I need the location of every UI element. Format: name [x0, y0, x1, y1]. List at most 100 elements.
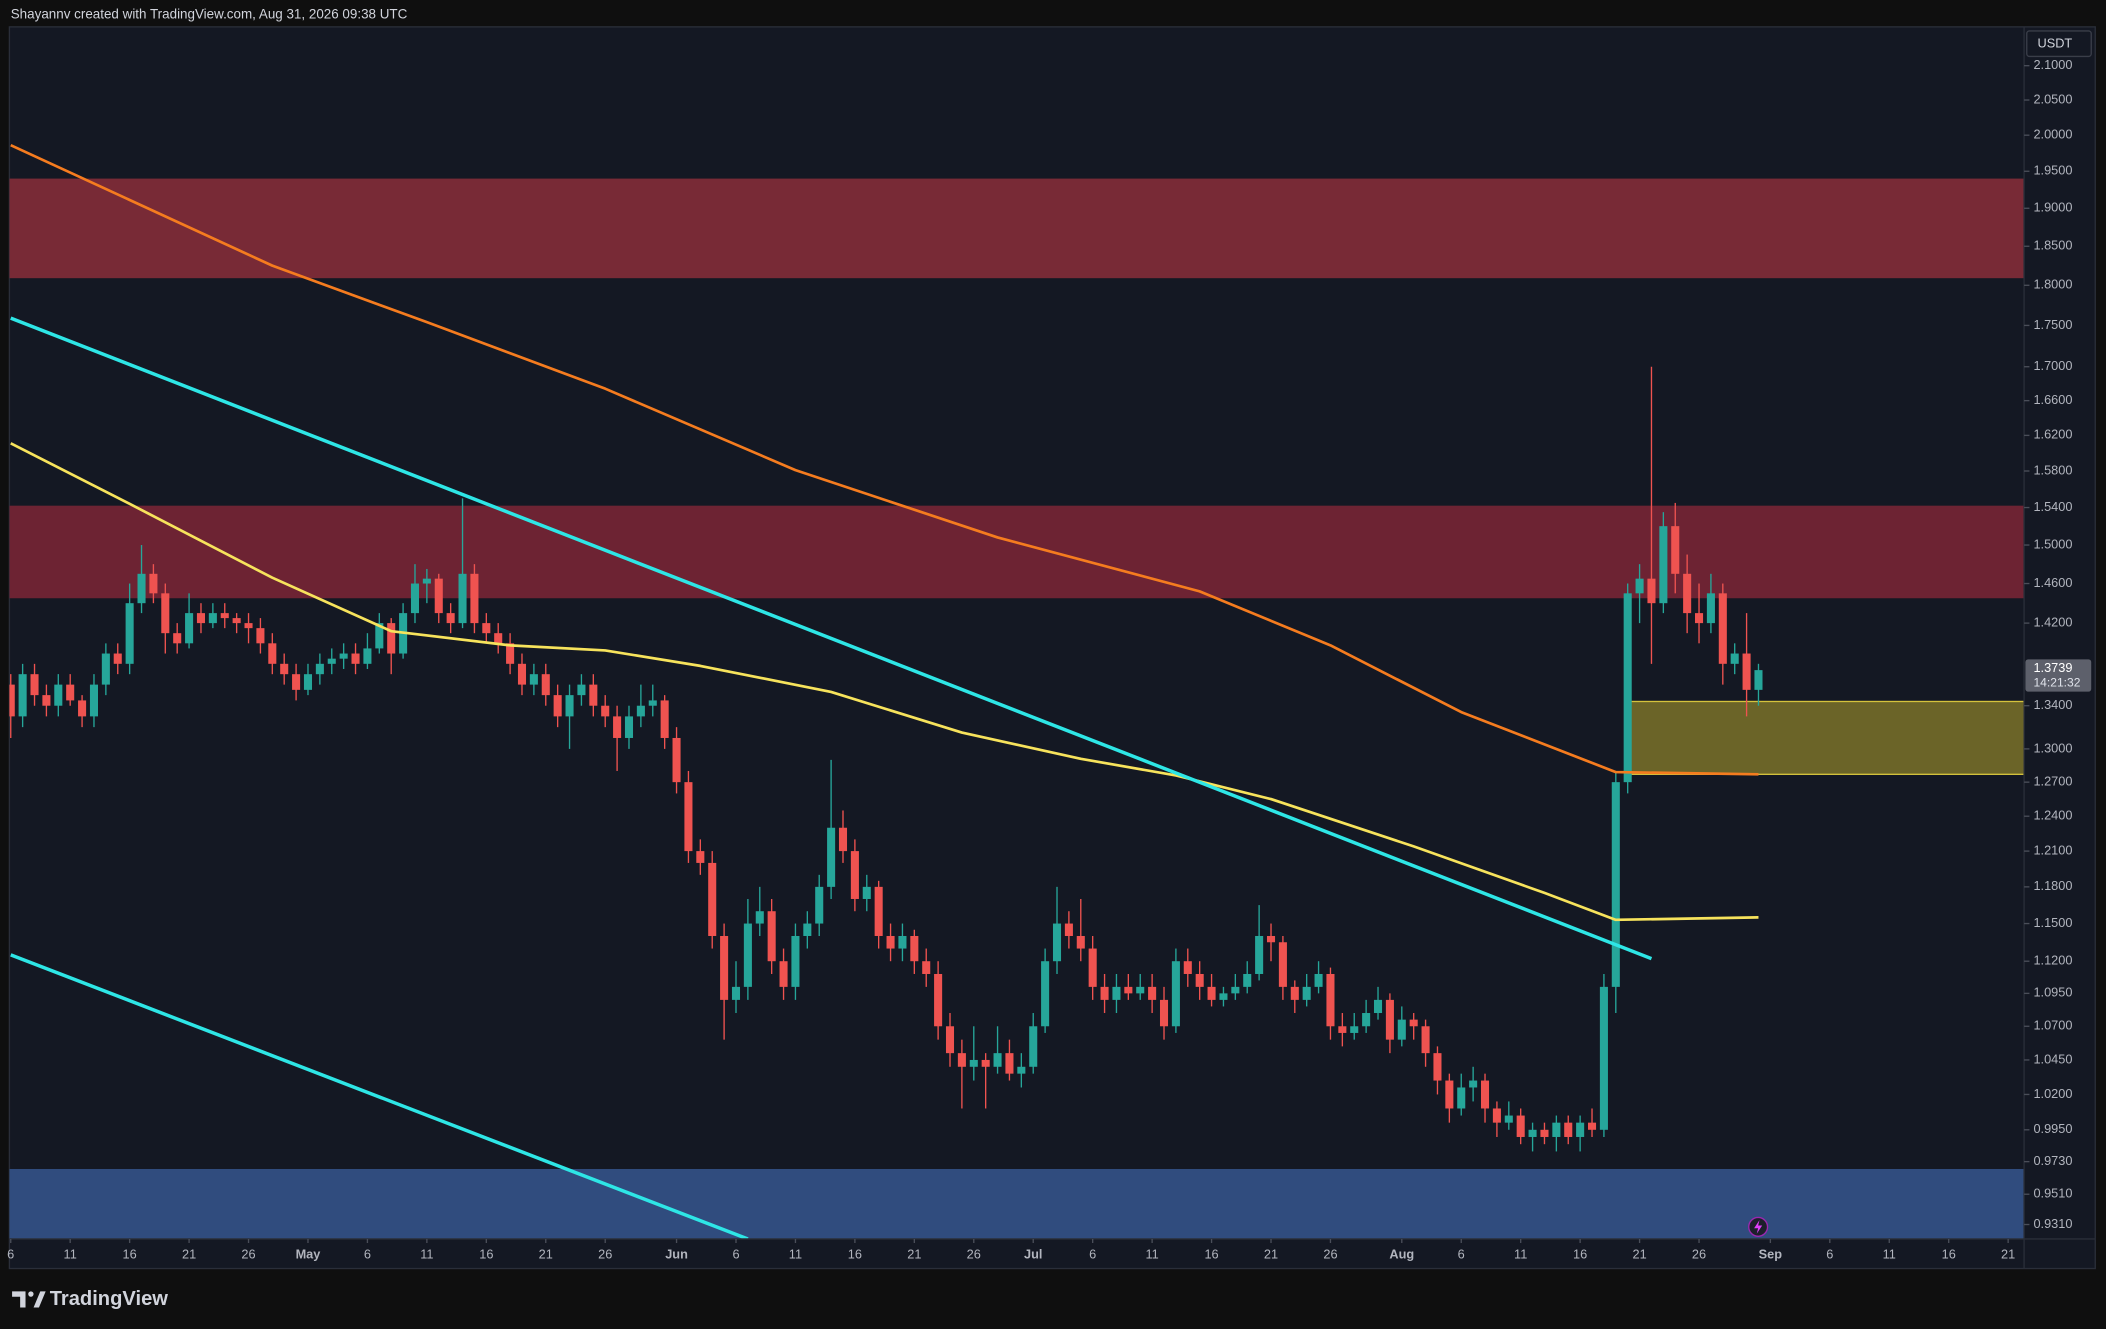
x-tick-label: May [296, 1246, 322, 1261]
candle-body [1195, 973, 1204, 987]
x-tick-label: 6 [1089, 1246, 1096, 1261]
x-tick-label: 16 [479, 1246, 493, 1261]
candle-body [1480, 1080, 1490, 1109]
candle-body [1041, 961, 1050, 1027]
candle-body [1171, 961, 1180, 1027]
candle-body [720, 935, 729, 1000]
candle-body [9, 684, 15, 717]
x-tick-label: 21 [182, 1246, 196, 1261]
candle-body [244, 623, 253, 629]
candle-body [660, 700, 669, 738]
candle-body [1492, 1108, 1501, 1123]
y-tick-label: 1.9000 [2033, 200, 2072, 215]
candle-body [375, 623, 384, 649]
candle-body [945, 1026, 955, 1054]
x-tick-label: 11 [1514, 1246, 1527, 1261]
candle-body [268, 643, 277, 664]
candle-body [1017, 1066, 1026, 1074]
y-tick-label: 1.5000 [2033, 536, 2072, 551]
candle-body [1457, 1087, 1466, 1109]
candle-body [66, 684, 75, 701]
candle-body [137, 573, 146, 604]
candle-body [78, 700, 87, 717]
candle-body [1350, 1026, 1359, 1033]
zone [9, 505, 2025, 599]
candle-body [1694, 613, 1704, 624]
x-tick-label: 16 [848, 1246, 862, 1261]
y-tick-label: 1.0450 [2033, 1051, 2072, 1066]
candle-body [506, 643, 515, 664]
candle-body [577, 684, 586, 696]
overlay-line [10, 953, 749, 1239]
x-tick-label: 16 [123, 1246, 137, 1261]
candle-body [1564, 1122, 1573, 1137]
candle-body [529, 674, 538, 685]
y-tick-label: 0.9730 [2033, 1153, 2072, 1168]
candle-body [803, 923, 812, 936]
overlay-line [10, 316, 1653, 961]
y-tick-label: 1.5400 [2033, 499, 2072, 514]
candle-body [862, 886, 871, 899]
candle-body [196, 613, 206, 624]
x-tick-label: 26 [1692, 1246, 1706, 1261]
x-tick-label: 26 [967, 1246, 981, 1261]
candle-body [1599, 986, 1608, 1130]
x-tick-label: 6 [7, 1246, 14, 1261]
candle-body [173, 633, 182, 644]
candle-body [613, 716, 622, 738]
candle-body [1112, 986, 1121, 1000]
candle-body [18, 674, 27, 717]
x-tick-label: Sep [1759, 1246, 1783, 1261]
candle-body [363, 648, 372, 664]
candle-body [1231, 986, 1240, 994]
candle-body [1100, 986, 1109, 1000]
candle-body [351, 653, 360, 664]
candle-body [624, 716, 634, 738]
x-tick-label: 11 [1145, 1246, 1158, 1261]
candle-body [1397, 1019, 1406, 1040]
candle-body [969, 1059, 978, 1067]
candle-body [1528, 1129, 1537, 1137]
x-tick-label: 26 [598, 1246, 612, 1261]
candle-body [1005, 1053, 1014, 1074]
candle-body [1052, 923, 1062, 962]
candle-body [553, 695, 562, 717]
x-tick-label: 6 [1458, 1246, 1465, 1261]
zone [9, 178, 2025, 279]
candle-body [280, 663, 289, 675]
candle-body [256, 628, 265, 644]
currency-box [2026, 30, 2092, 58]
candle-body [1433, 1053, 1442, 1081]
candle-body [886, 935, 895, 949]
y-tick-label: 1.2700 [2033, 774, 2072, 789]
candle-body [993, 1053, 1002, 1067]
y-tick-label: 2.1000 [2033, 57, 2072, 72]
candle-body [1659, 526, 1668, 604]
candle-body [981, 1059, 990, 1067]
x-tick-label: 11 [420, 1246, 433, 1261]
candle-body [1540, 1129, 1549, 1137]
candle-body [1326, 973, 1335, 1027]
candle-body [101, 653, 110, 685]
candle-body [422, 578, 431, 584]
candle-body [589, 684, 598, 706]
candle-body [1338, 1026, 1347, 1033]
candle-body [1076, 935, 1085, 949]
plot [9, 143, 2025, 1239]
candle-body [838, 827, 848, 852]
candle-body [1362, 1013, 1371, 1027]
y-tick-label: 1.3000 [2033, 740, 2072, 755]
candle-body [208, 613, 217, 624]
candle-body [696, 851, 705, 863]
event-icon-bolt [1754, 1220, 1763, 1234]
y-tick-label: 1.8500 [2033, 238, 2072, 253]
candle-body [185, 613, 194, 644]
candle-body [1635, 578, 1644, 594]
candle-body [1243, 973, 1252, 987]
candle-body [1409, 1019, 1418, 1027]
candle-body [1742, 653, 1751, 690]
candle-body [1504, 1115, 1513, 1123]
candle-body [220, 613, 229, 619]
